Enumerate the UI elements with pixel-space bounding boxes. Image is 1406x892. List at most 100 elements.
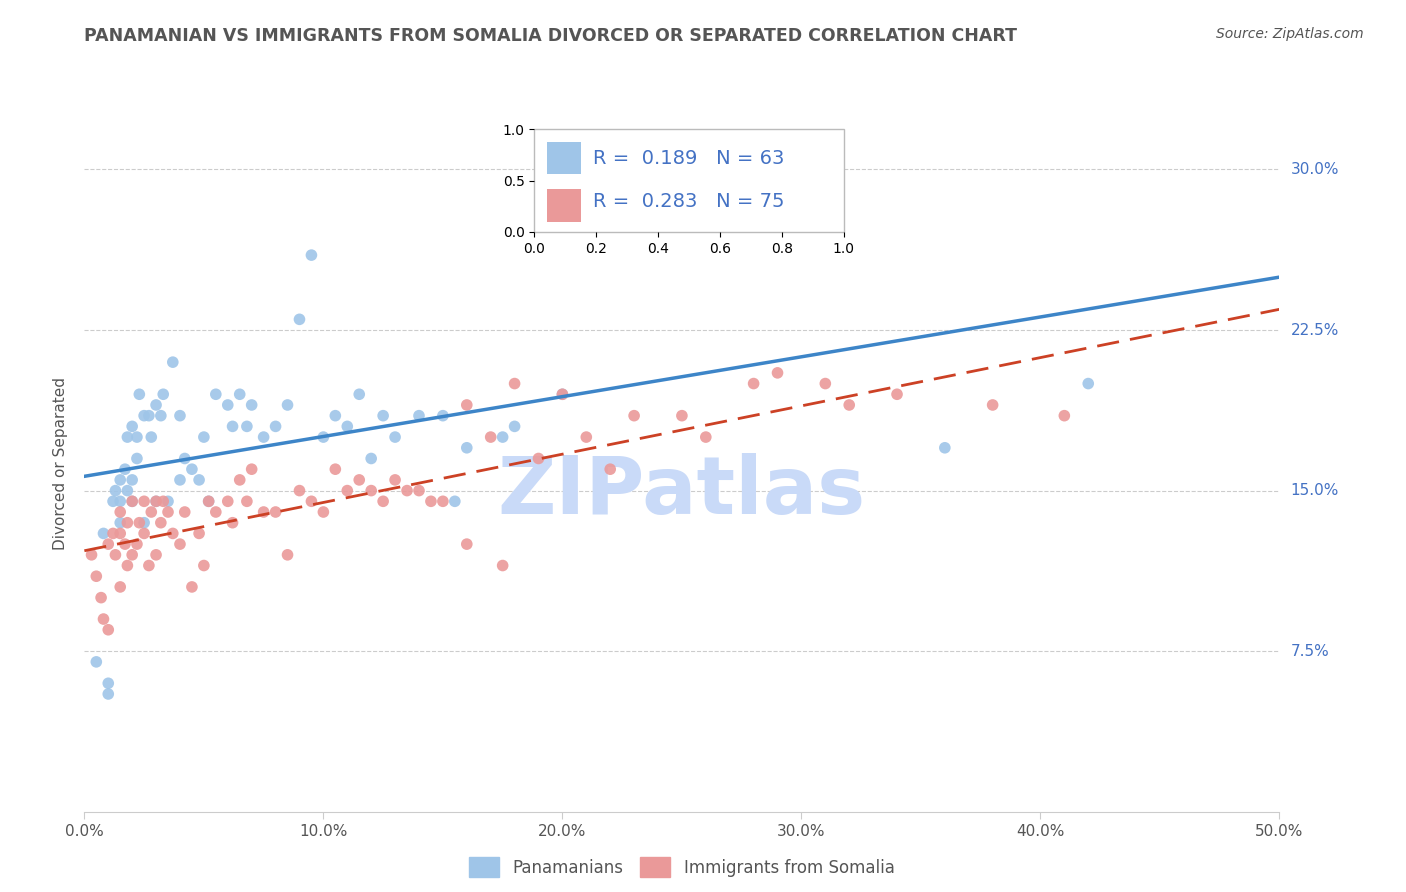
Point bbox=[276, 398, 298, 412]
Point bbox=[695, 430, 717, 444]
Point bbox=[301, 494, 323, 508]
Point bbox=[169, 537, 191, 551]
Point bbox=[80, 548, 103, 562]
Bar bbox=[547, 142, 581, 175]
Point bbox=[731, 194, 754, 209]
Point bbox=[551, 387, 574, 401]
Point bbox=[138, 558, 160, 573]
Point bbox=[110, 516, 132, 530]
Point bbox=[117, 558, 139, 573]
Point bbox=[110, 526, 132, 541]
Point bbox=[301, 248, 323, 262]
Point bbox=[456, 537, 478, 551]
Point bbox=[145, 548, 167, 562]
Point bbox=[264, 419, 287, 434]
Point bbox=[236, 419, 259, 434]
Point bbox=[456, 441, 478, 455]
Point bbox=[138, 409, 160, 423]
Point bbox=[84, 569, 107, 583]
Point bbox=[360, 451, 382, 466]
Point bbox=[121, 494, 143, 508]
Point bbox=[527, 451, 550, 466]
Point bbox=[814, 376, 837, 391]
Point bbox=[384, 473, 406, 487]
Point bbox=[240, 398, 263, 412]
Point bbox=[205, 387, 228, 401]
Legend: Panamanians, Immigrants from Somalia: Panamanians, Immigrants from Somalia bbox=[463, 851, 901, 883]
Point bbox=[169, 473, 191, 487]
Point bbox=[193, 558, 215, 573]
Point bbox=[623, 409, 645, 423]
Point bbox=[253, 505, 276, 519]
Point bbox=[217, 494, 239, 508]
Point bbox=[180, 580, 202, 594]
Point bbox=[97, 687, 120, 701]
Bar bbox=[547, 189, 581, 221]
Point bbox=[396, 483, 419, 498]
Point bbox=[125, 430, 148, 444]
Point bbox=[371, 409, 394, 423]
Point bbox=[101, 526, 124, 541]
Point bbox=[349, 473, 371, 487]
Point bbox=[221, 419, 243, 434]
Point bbox=[217, 398, 239, 412]
Point bbox=[121, 473, 143, 487]
Point bbox=[93, 526, 115, 541]
Point bbox=[117, 516, 139, 530]
Point bbox=[145, 494, 167, 508]
Point bbox=[503, 376, 526, 391]
Text: R =  0.189   N = 63: R = 0.189 N = 63 bbox=[593, 149, 785, 168]
Point bbox=[90, 591, 112, 605]
Point bbox=[312, 430, 335, 444]
Point bbox=[188, 473, 211, 487]
Point bbox=[149, 516, 172, 530]
Point bbox=[323, 462, 346, 476]
Point bbox=[288, 483, 311, 498]
Point bbox=[101, 494, 124, 508]
Point bbox=[981, 398, 1004, 412]
Text: 22.5%: 22.5% bbox=[1291, 323, 1339, 337]
Point bbox=[492, 430, 515, 444]
Point bbox=[180, 462, 202, 476]
Point bbox=[336, 483, 359, 498]
Point bbox=[114, 462, 136, 476]
Point bbox=[264, 505, 287, 519]
Point bbox=[141, 505, 163, 519]
Point bbox=[132, 526, 156, 541]
Point bbox=[125, 451, 148, 466]
Point bbox=[742, 376, 765, 391]
Point bbox=[432, 494, 454, 508]
Point bbox=[97, 676, 120, 690]
Point bbox=[384, 430, 406, 444]
Point bbox=[173, 505, 195, 519]
Point bbox=[128, 516, 150, 530]
Y-axis label: Divorced or Separated: Divorced or Separated bbox=[53, 377, 69, 550]
Point bbox=[121, 419, 143, 434]
Point bbox=[312, 505, 335, 519]
Text: 7.5%: 7.5% bbox=[1291, 644, 1329, 658]
Point bbox=[503, 419, 526, 434]
Point bbox=[766, 366, 789, 380]
Point bbox=[456, 398, 478, 412]
Point bbox=[145, 494, 167, 508]
Point bbox=[162, 526, 184, 541]
Point bbox=[125, 537, 148, 551]
Point bbox=[104, 548, 127, 562]
Text: 15.0%: 15.0% bbox=[1291, 483, 1339, 498]
Point bbox=[360, 483, 382, 498]
Point bbox=[838, 398, 860, 412]
Point bbox=[288, 312, 311, 326]
Point bbox=[132, 494, 156, 508]
Point bbox=[551, 387, 574, 401]
Point bbox=[197, 494, 219, 508]
Point bbox=[149, 409, 172, 423]
Point bbox=[173, 451, 195, 466]
Point bbox=[157, 494, 180, 508]
Point bbox=[228, 387, 252, 401]
Point bbox=[240, 462, 263, 476]
Point bbox=[145, 398, 167, 412]
Point bbox=[110, 473, 132, 487]
Point bbox=[1053, 409, 1076, 423]
Point bbox=[221, 516, 243, 530]
Point bbox=[599, 462, 621, 476]
